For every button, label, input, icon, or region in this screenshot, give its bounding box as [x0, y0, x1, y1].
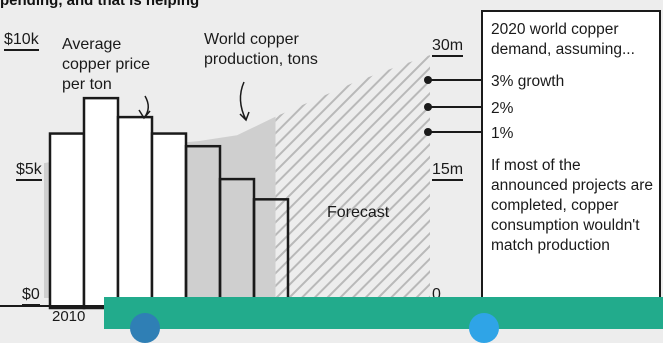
left-tick-label-0: $0	[22, 285, 40, 306]
forecast-label: Forecast	[327, 204, 390, 221]
left-tick-label-10k: $10k	[4, 30, 39, 51]
price-bar-0	[48, 132, 86, 310]
price-bar-1	[82, 96, 120, 310]
demand-legend-box: 2020 world copper demand, assuming... 3%…	[481, 10, 661, 302]
price-bar-2	[116, 115, 154, 310]
cropped-headline: pending, and that is helping	[0, 0, 200, 9]
right-tick-label-30m: 30m	[432, 36, 464, 57]
overlay-banner[interactable]	[104, 297, 663, 343]
price-callout-arrow	[138, 95, 151, 120]
chart-canvas	[0, 55, 485, 310]
production-callout-arrow	[239, 81, 250, 122]
circle-icon	[469, 313, 499, 343]
production-series-label: World copper production, tons	[204, 31, 318, 68]
price-bars	[48, 96, 290, 310]
demand-box-note: If most of the announced projects are co…	[491, 157, 654, 254]
demand-point-0	[424, 76, 432, 84]
demand-point-1	[424, 103, 432, 111]
production-area-forecast	[275, 55, 430, 299]
right-tick-label-15m: 15m	[432, 160, 464, 181]
scenario-label-2pct: 2%	[491, 100, 514, 117]
demand-point-2	[424, 128, 432, 136]
demand-markers	[424, 76, 485, 136]
price-bar-3	[150, 132, 188, 310]
left-tick-label-5k: $5k	[16, 160, 42, 181]
callout-arrows	[138, 81, 250, 122]
right-tick-label-0: 0	[432, 286, 441, 303]
x-tick-label-2010: 2010	[52, 308, 86, 325]
globe-icon	[130, 313, 160, 343]
scenario-label-3pct: 3% growth	[491, 73, 565, 90]
scenario-label-1pct: 1%	[491, 125, 514, 142]
price-series-label: Average copper price per ton	[62, 36, 151, 93]
demand-box-title: 2020 world copper demand, assuming...	[491, 21, 635, 58]
